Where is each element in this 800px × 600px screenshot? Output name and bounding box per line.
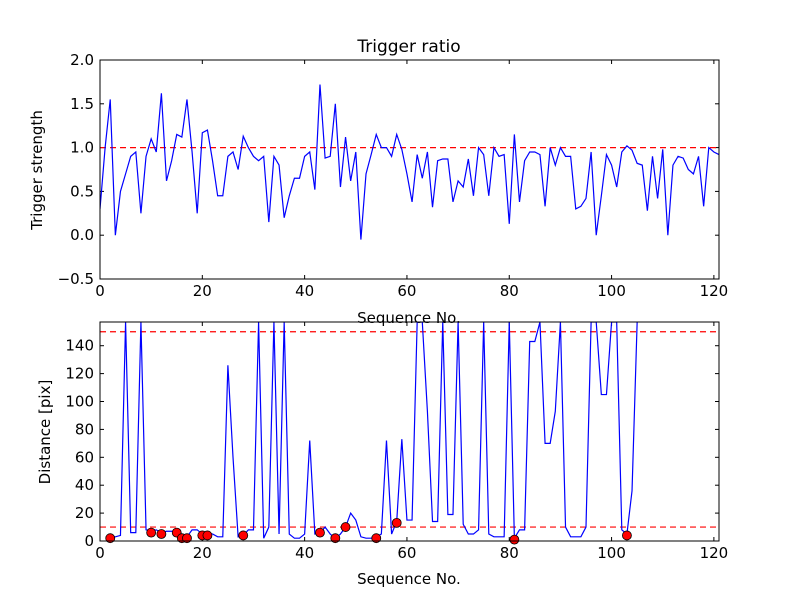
trigger-ratio-panel: Trigger ratio 0 20 40 60 80 100 120 −0.5 0.0 0.5 1… bbox=[28, 37, 728, 327]
top-y-tick-label: 0.0 bbox=[70, 226, 94, 244]
top-y-tick-label: 0.5 bbox=[70, 182, 94, 200]
bottom-x-tick-label: 40 bbox=[295, 544, 314, 562]
bottom-y-axis-label: Distance [pix] bbox=[36, 380, 54, 485]
bottom-y-tick-label: 100 bbox=[65, 393, 94, 411]
bottom-plot-frame bbox=[99, 321, 720, 542]
top-y-tick-label: −0.5 bbox=[58, 270, 94, 288]
top-x-tick-label: 100 bbox=[597, 282, 626, 300]
bottom-scatter-point bbox=[105, 533, 116, 544]
top-x-tick-label: 40 bbox=[295, 282, 314, 300]
bottom-ticks: 0 20 40 60 80 100 120 0 20 40 60 80 100 120 140 bbox=[65, 322, 728, 562]
bottom-scatter-point bbox=[182, 533, 192, 544]
distance-panel: 0 20 40 60 80 100 120 0 20 40 60 80 100 120 140 Sequen… bbox=[36, 321, 728, 588]
bottom-x-tick-label: 20 bbox=[193, 544, 212, 562]
bottom-y-tick-label: 120 bbox=[65, 365, 94, 383]
bottom-scatter-point bbox=[315, 527, 325, 538]
bottom-series bbox=[105, 322, 638, 545]
bottom-scatter-point bbox=[238, 530, 249, 541]
top-ticks: 0 20 40 60 80 100 120 −0.5 0.0 0.5 1.0 1.5 2.0 bbox=[58, 51, 729, 300]
bottom-scatter-point bbox=[371, 533, 382, 544]
bottom-scatter-point bbox=[146, 527, 157, 538]
top-series-clip-group bbox=[100, 84, 719, 240]
top-y-tick-label: 2.0 bbox=[70, 51, 94, 69]
bottom-scatter-point bbox=[391, 517, 402, 528]
bottom-x-tick-label: 80 bbox=[500, 544, 519, 562]
top-x-axis-label: Sequence No. bbox=[357, 309, 461, 327]
top-x-tick-label: 20 bbox=[193, 282, 212, 300]
bottom-y-tick-label: 20 bbox=[75, 504, 94, 522]
top-x-tick-label: 80 bbox=[500, 282, 519, 300]
bottom-x-tick-label: 60 bbox=[397, 544, 416, 562]
top-y-axis-label: Trigger strength bbox=[28, 110, 46, 231]
bottom-scatter-point bbox=[340, 522, 351, 532]
bottom-x-tick-label: 120 bbox=[700, 544, 729, 562]
bottom-y-tick-label: 140 bbox=[65, 337, 94, 355]
bottom-x-axis-label: Sequence No. bbox=[357, 570, 461, 588]
bottom-scatter-point bbox=[622, 530, 632, 541]
top-plot-frame bbox=[99, 59, 720, 280]
bottom-x-tick-label: 0 bbox=[95, 544, 105, 562]
bottom-x-tick-label: 100 bbox=[597, 544, 626, 562]
top-series bbox=[100, 84, 719, 240]
bottom-y-tick-label: 0 bbox=[84, 532, 94, 550]
top-chart-title: Trigger ratio bbox=[356, 37, 460, 57]
bottom-scatter-point bbox=[156, 529, 167, 539]
top-x-tick-label: 60 bbox=[397, 282, 416, 300]
top-x-tick-label: 120 bbox=[700, 282, 729, 300]
bottom-scatter-point bbox=[509, 534, 520, 545]
bottom-y-tick-label: 60 bbox=[75, 448, 94, 466]
bottom-scatter-point bbox=[202, 530, 213, 541]
top-series-line bbox=[100, 84, 719, 240]
top-x-tick-label: 0 bbox=[95, 282, 105, 300]
bottom-scatter-point bbox=[330, 533, 341, 544]
top-y-tick-label: 1.0 bbox=[70, 139, 94, 157]
bottom-threshold-lines bbox=[100, 331, 719, 528]
bottom-y-tick-label: 40 bbox=[75, 476, 94, 494]
top-y-tick-label: 1.5 bbox=[70, 95, 94, 113]
bottom-y-tick-label: 80 bbox=[75, 420, 94, 438]
